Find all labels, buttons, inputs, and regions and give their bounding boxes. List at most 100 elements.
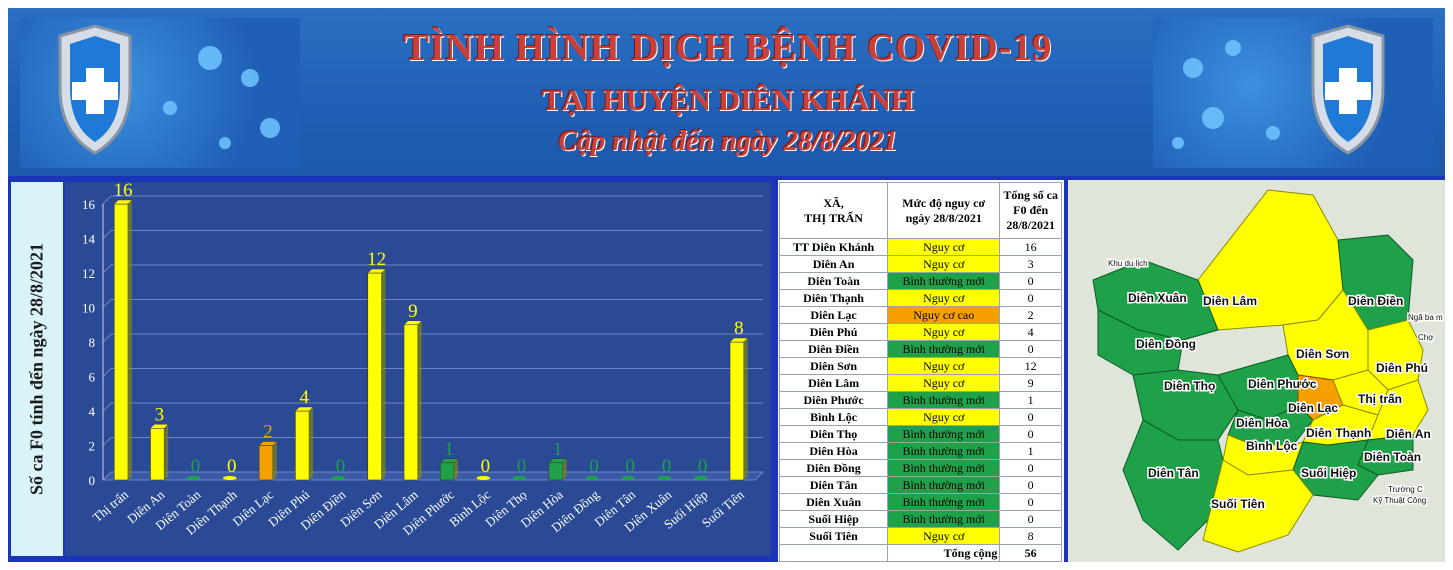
commune-name: Diên Điền [778,340,889,358]
map-label: Diên Lạc [1288,401,1338,415]
map-label: Diên Thạnh [1306,426,1371,440]
map-label: Diên Sơn [1296,347,1349,361]
map-label: Diên Điền [1348,294,1403,308]
table-row: Diên Sơn Nguy cơ 12 [778,357,1062,375]
bar-side [272,441,277,480]
risk-level: Bình thường mới [887,425,1001,443]
bar-side [453,458,458,480]
header-banner: TÌNH HÌNH DỊCH BỆNH COVID-19 TẠI HUYỆN D… [8,8,1445,176]
commune-name: Diên Thạnh [778,289,889,307]
commune-name: Diên Lâm [778,374,889,392]
table-row: Diên An Nguy cơ 3 [778,255,1062,273]
bar-chart: 0 2 4 6 8 10 12 14 16 16 Thị trấn 3 Diên An 0 Diên Toà… [65,180,771,556]
page-title: TÌNH HÌNH DỊCH BỆNH COVID-19 [403,27,1053,69]
data-label: 1 [553,439,563,460]
bar [621,476,636,480]
bar [476,476,491,480]
commune-name: Diên Toàn [778,272,889,290]
update-date: Cập nhật đến ngày 28/8/2021 [558,126,898,157]
map-label: Diên Xuân [1128,291,1187,305]
risk-level: Bình thường mới [887,476,1001,494]
map-small-label: Kỹ Thuật Công [1373,496,1426,505]
x-tick-label: Thị trấn [90,486,132,524]
y-tick-label: 16 [82,197,96,212]
bar [367,272,382,481]
commune-name: TT Diên Khánh [778,238,889,256]
bar [295,410,310,481]
bar-side [127,200,132,480]
map-label: Suối Hiệp [1301,466,1356,480]
map-label: Thị trấn [1358,392,1402,406]
table-row: Diên Thạnh Nguy cơ 0 [778,289,1062,307]
gridline-diagonal [102,333,112,343]
map-label: Bình Lộc [1246,439,1298,453]
region-suoi-tien [1202,459,1314,553]
risk-level: Nguy cơ [887,255,1001,273]
gridline-diagonal [102,230,112,239]
dashboard-frame: TÌNH HÌNH DỊCH BỆNH COVID-19 TẠI HUYỆN D… [8,8,1445,562]
table-row: Diên Điền Bình thường mới 0 [778,340,1062,358]
bar [548,462,563,481]
data-label: 4 [299,387,309,408]
data-label: 1 [444,439,454,460]
map-label: Diên Toàn [1364,450,1421,464]
y-tick-label: 0 [89,473,96,488]
table-row: Diên Xuân Bình thường mới 0 [778,493,1062,511]
table-row: Diên Lâm Nguy cơ 9 [778,374,1062,392]
case-count: 0 [999,408,1062,426]
commune-name: Suối Hiệp [778,510,889,528]
map-small-label: Ngã ba m [1408,313,1443,322]
bar [512,476,527,480]
gridline-diagonal [102,368,112,377]
commune-name: Suối Tiên [778,527,889,545]
data-label: 0 [336,456,346,477]
case-count: 0 [999,272,1062,290]
bar-side [743,338,748,480]
data-label: 0 [589,456,599,477]
risk-level: Bình thường mới [887,510,1001,528]
y-tick-label: 8 [89,335,96,350]
gridline-diagonal [102,264,112,274]
risk-level: Bình thường mới [887,442,1001,460]
data-label: 12 [367,249,386,270]
case-count: 2 [999,306,1062,324]
commune-name: Diên Thọ [778,425,889,443]
table-row: Diên Phú Nguy cơ 4 [778,323,1062,341]
table-row: Diên Đồng Bình thường mới 0 [778,459,1062,477]
table-row: Diên Toàn Bình thường mới 0 [778,272,1062,290]
data-label: 0 [481,456,491,477]
header-commune: XÃ, THỊ TRẤN [778,182,889,239]
bar [113,203,129,481]
case-count: 0 [999,425,1062,443]
map-label: Diên Đồng [1136,337,1196,351]
case-count: 0 [999,476,1062,494]
map-label: Diên Phú [1376,361,1428,375]
y-tick-label: 12 [82,266,95,281]
bar [657,476,672,480]
data-label: 0 [698,456,708,477]
bar [331,476,346,480]
commune-name: Diên Tân [778,476,889,494]
map-small-label: Trường C [1388,485,1423,494]
risk-level: Nguy cơ [887,238,1001,256]
table-row: Diên Thọ Bình thường mới 0 [778,425,1062,443]
risk-level: Bình thường mới [887,459,1001,477]
data-label: 8 [734,318,744,339]
virus-shield-image-left [20,18,300,168]
table-row: Diên Phước Bình thường mới 1 [778,391,1062,409]
gridline-diagonal [102,195,112,205]
risk-level: Nguy cơ [887,408,1001,426]
data-label: 0 [227,456,237,477]
case-count: 8 [999,527,1062,545]
case-count: 3 [999,255,1062,273]
data-label: 0 [662,456,672,477]
map-label: Diên Lâm [1203,294,1257,308]
map-label: Diên Thọ [1164,379,1215,393]
risk-level: Nguy cơ cao [887,306,1001,324]
total-label: Tổng cộng [887,544,1001,562]
bar [693,476,708,480]
total-value: 56 [999,544,1062,562]
case-count: 9 [999,374,1062,392]
case-count: 0 [999,340,1062,358]
gridline-diagonal [102,471,112,481]
